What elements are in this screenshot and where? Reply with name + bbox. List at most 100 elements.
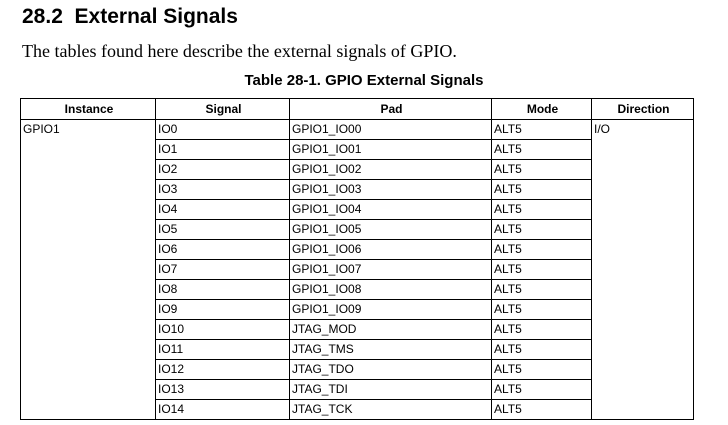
- cell-direction: [591, 219, 694, 240]
- cell-signal: IO1: [155, 139, 290, 160]
- table-row: IO4 GPIO1_IO04 ALT5: [20, 199, 694, 220]
- cell-signal: IO2: [155, 159, 290, 180]
- cell-signal: IO14: [155, 399, 290, 420]
- cell-pad: GPIO1_IO09: [289, 299, 492, 320]
- cell-pad: GPIO1_IO01: [289, 139, 492, 160]
- cell-direction: [591, 239, 694, 260]
- table-row: IO13 JTAG_TDI ALT5: [20, 379, 694, 400]
- cell-instance: [20, 239, 156, 260]
- table-row: IO1 GPIO1_IO01 ALT5: [20, 139, 694, 160]
- cell-mode: ALT5: [491, 119, 592, 140]
- cell-pad: GPIO1_IO08: [289, 279, 492, 300]
- cell-pad: GPIO1_IO00: [289, 119, 492, 140]
- cell-mode: ALT5: [491, 259, 592, 280]
- cell-pad: JTAG_MOD: [289, 319, 492, 340]
- cell-signal: IO11: [155, 339, 290, 360]
- table-row: IO12 JTAG_TDO ALT5: [20, 359, 694, 380]
- cell-mode: ALT5: [491, 379, 592, 400]
- cell-instance: [20, 359, 156, 380]
- cell-signal: IO5: [155, 219, 290, 240]
- cell-pad: GPIO1_IO05: [289, 219, 492, 240]
- cell-instance: [20, 219, 156, 240]
- cell-pad: JTAG_TMS: [289, 339, 492, 360]
- cell-signal: IO7: [155, 259, 290, 280]
- cell-signal: IO12: [155, 359, 290, 380]
- column-header-instance: Instance: [20, 98, 156, 120]
- cell-signal: IO3: [155, 179, 290, 200]
- cell-signal: IO10: [155, 319, 290, 340]
- cell-mode: ALT5: [491, 319, 592, 340]
- cell-pad: GPIO1_IO02: [289, 159, 492, 180]
- cell-direction: [591, 279, 694, 300]
- table-row: IO5 GPIO1_IO05 ALT5: [20, 219, 694, 240]
- cell-direction: [591, 319, 694, 340]
- table-row: IO10 JTAG_MOD ALT5: [20, 319, 694, 340]
- section-title: External Signals: [74, 5, 238, 28]
- cell-instance: [20, 319, 156, 340]
- cell-mode: ALT5: [491, 299, 592, 320]
- header-row: Instance Signal Pad Mode Direction: [20, 98, 694, 120]
- cell-instance: [20, 339, 156, 360]
- cell-mode: ALT5: [491, 199, 592, 220]
- cell-direction: [591, 379, 694, 400]
- cell-instance: [20, 179, 156, 200]
- table-row: IO2 GPIO1_IO02 ALT5: [20, 159, 694, 180]
- table-row: IO7 GPIO1_IO07 ALT5: [20, 259, 694, 280]
- cell-instance: [20, 159, 156, 180]
- cell-signal: IO6: [155, 239, 290, 260]
- cell-instance: [20, 399, 156, 420]
- cell-direction: [591, 139, 694, 160]
- cell-mode: ALT5: [491, 359, 592, 380]
- cell-instance: [20, 299, 156, 320]
- section-number: 28.2: [22, 5, 63, 28]
- cell-mode: ALT5: [491, 239, 592, 260]
- cell-pad: GPIO1_IO04: [289, 199, 492, 220]
- cell-mode: ALT5: [491, 179, 592, 200]
- cell-pad: GPIO1_IO07: [289, 259, 492, 280]
- cell-mode: ALT5: [491, 399, 592, 420]
- gpio-signals-table: Instance Signal Pad Mode Direction GPIO1…: [20, 98, 694, 420]
- cell-direction: [591, 299, 694, 320]
- cell-instance: [20, 379, 156, 400]
- table-row: IO6 GPIO1_IO06 ALT5: [20, 239, 694, 260]
- cell-signal: IO0: [155, 119, 290, 140]
- cell-pad: JTAG_TDO: [289, 359, 492, 380]
- table-row: IO3 GPIO1_IO03 ALT5: [20, 179, 694, 200]
- cell-instance: [20, 139, 156, 160]
- cell-instance: [20, 199, 156, 220]
- column-header-mode: Mode: [491, 98, 592, 120]
- cell-pad: GPIO1_IO06: [289, 239, 492, 260]
- section-heading: 28.2 External Signals: [22, 4, 238, 30]
- cell-instance: [20, 259, 156, 280]
- cell-mode: ALT5: [491, 139, 592, 160]
- cell-mode: ALT5: [491, 339, 592, 360]
- column-header-pad: Pad: [289, 98, 492, 120]
- cell-signal: IO9: [155, 299, 290, 320]
- column-header-direction: Direction: [591, 98, 694, 120]
- cell-direction: [591, 359, 694, 380]
- table-row: IO9 GPIO1_IO09 ALT5: [20, 299, 694, 320]
- cell-instance: GPIO1: [20, 119, 156, 140]
- cell-direction: [591, 179, 694, 200]
- table-row: GPIO1 IO0 GPIO1_IO00 ALT5 I/O: [20, 119, 694, 140]
- cell-pad: GPIO1_IO03: [289, 179, 492, 200]
- cell-direction: [591, 339, 694, 360]
- intro-paragraph: The tables found here describe the exter…: [22, 41, 457, 61]
- cell-signal: IO13: [155, 379, 290, 400]
- cell-direction: [591, 259, 694, 280]
- cell-signal: IO4: [155, 199, 290, 220]
- table-caption: Table 28-1. GPIO External Signals: [244, 72, 484, 89]
- cell-direction: [591, 199, 694, 220]
- cell-mode: ALT5: [491, 279, 592, 300]
- cell-mode: ALT5: [491, 219, 592, 240]
- table-row: IO11 JTAG_TMS ALT5: [20, 339, 694, 360]
- table-row: IO8 GPIO1_IO08 ALT5: [20, 279, 694, 300]
- cell-mode: ALT5: [491, 159, 592, 180]
- cell-direction: I/O: [591, 119, 694, 140]
- cell-signal: IO8: [155, 279, 290, 300]
- cell-direction: [591, 399, 694, 420]
- cell-direction: [591, 159, 694, 180]
- cell-instance: [20, 279, 156, 300]
- column-header-signal: Signal: [155, 98, 290, 120]
- cell-pad: JTAG_TCK: [289, 399, 492, 420]
